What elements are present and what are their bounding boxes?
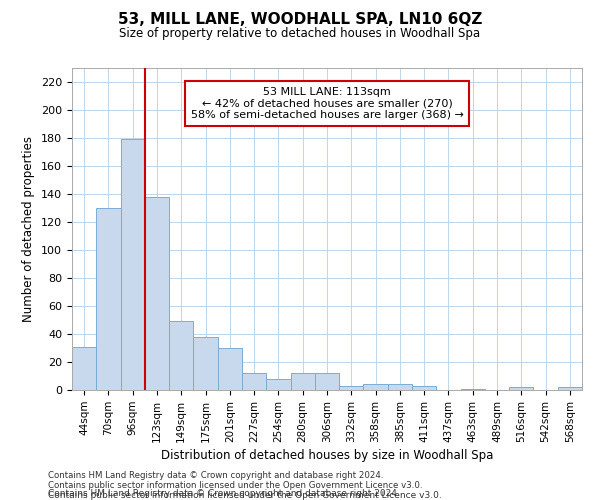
Bar: [242, 373, 266, 390]
Bar: [193, 336, 218, 390]
Bar: [558, 387, 582, 390]
Bar: [266, 379, 290, 390]
Y-axis label: Number of detached properties: Number of detached properties: [22, 136, 35, 322]
Bar: [145, 196, 169, 390]
Bar: [339, 386, 364, 390]
Bar: [509, 387, 533, 390]
Text: 53 MILL LANE: 113sqm
← 42% of detached houses are smaller (270)
58% of semi-deta: 53 MILL LANE: 113sqm ← 42% of detached h…: [191, 87, 463, 120]
Bar: [388, 384, 412, 390]
Bar: [72, 346, 96, 390]
Text: Size of property relative to detached houses in Woodhall Spa: Size of property relative to detached ho…: [119, 28, 481, 40]
Bar: [96, 208, 121, 390]
Text: Contains HM Land Registry data © Crown copyright and database right 2024.
Contai: Contains HM Land Registry data © Crown c…: [48, 470, 422, 490]
Bar: [412, 386, 436, 390]
Bar: [461, 388, 485, 390]
Bar: [290, 373, 315, 390]
Text: Contains public sector information licensed under the Open Government Licence v3: Contains public sector information licen…: [48, 491, 442, 500]
Text: Contains HM Land Registry data © Crown copyright and database right 2024.: Contains HM Land Registry data © Crown c…: [48, 488, 400, 498]
Bar: [218, 348, 242, 390]
X-axis label: Distribution of detached houses by size in Woodhall Spa: Distribution of detached houses by size …: [161, 449, 493, 462]
Bar: [169, 322, 193, 390]
Bar: [364, 384, 388, 390]
Bar: [121, 139, 145, 390]
Text: 53, MILL LANE, WOODHALL SPA, LN10 6QZ: 53, MILL LANE, WOODHALL SPA, LN10 6QZ: [118, 12, 482, 28]
Bar: [315, 373, 339, 390]
